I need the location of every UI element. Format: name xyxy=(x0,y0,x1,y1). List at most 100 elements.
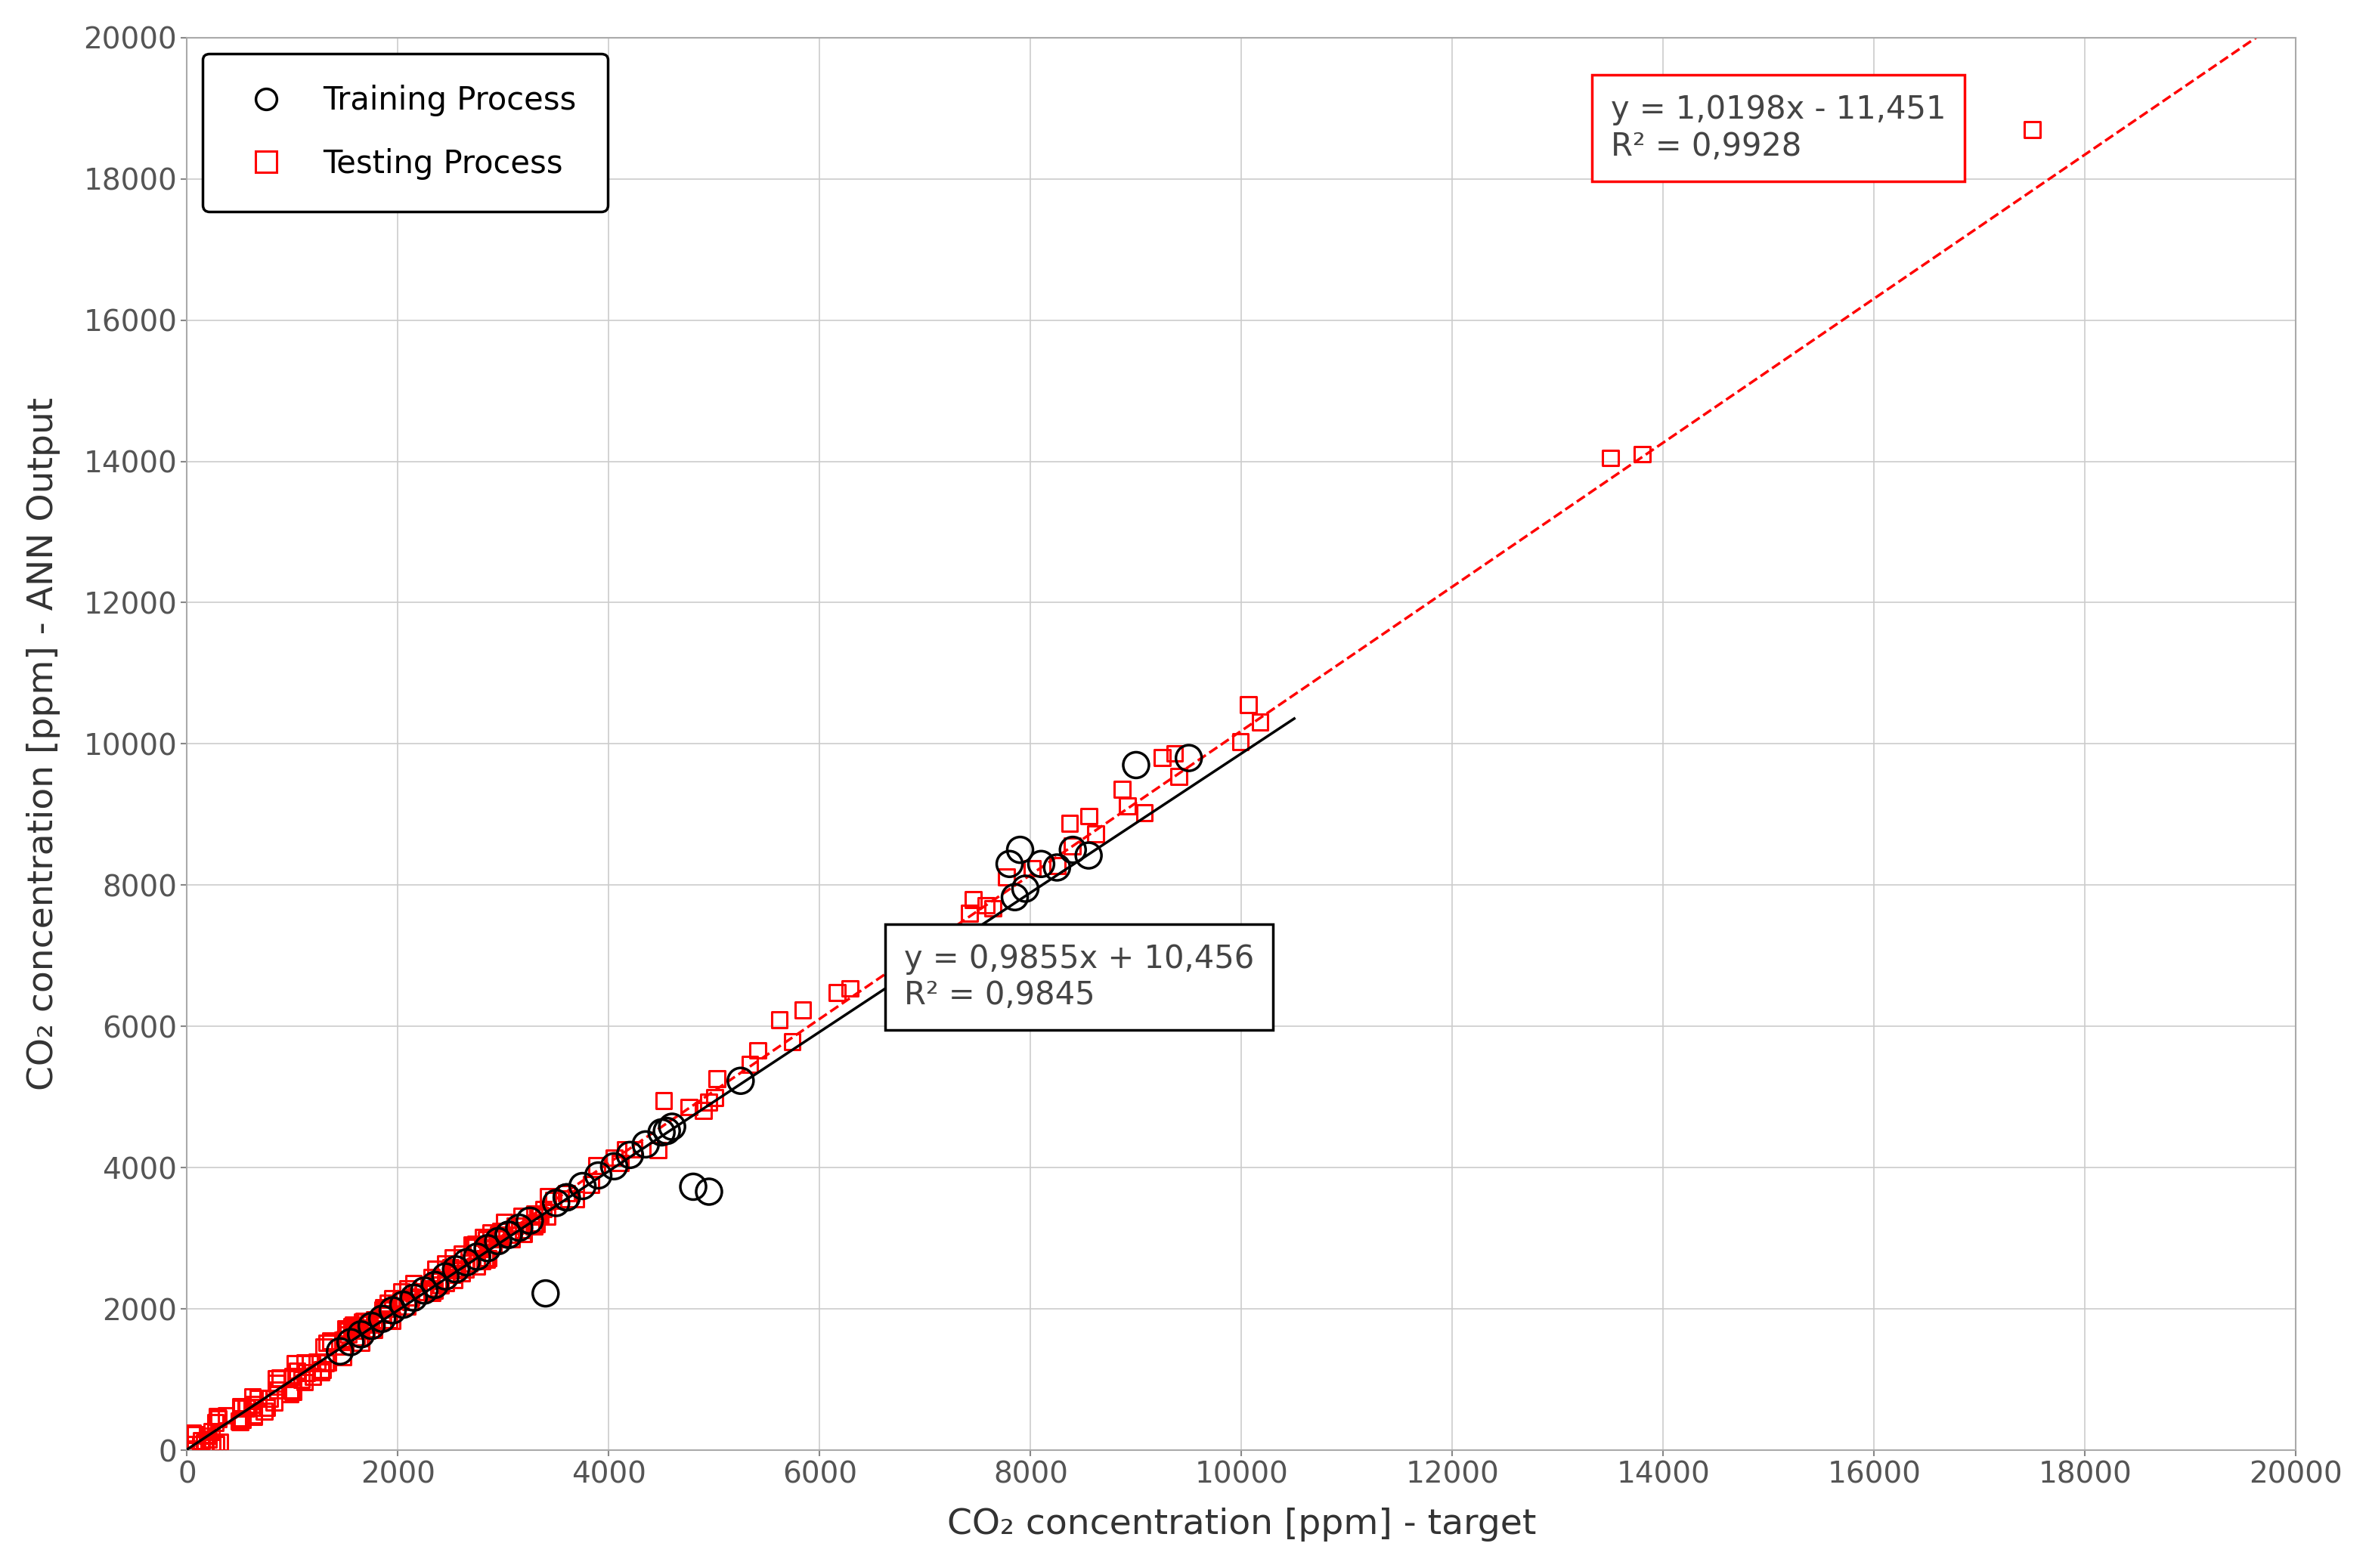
Point xyxy=(547,1181,585,1206)
Point xyxy=(450,1251,488,1276)
Point xyxy=(455,1232,493,1258)
Point xyxy=(223,1396,261,1421)
Point xyxy=(223,1406,261,1432)
Point xyxy=(578,1152,616,1178)
Point xyxy=(220,1410,258,1435)
Point xyxy=(1109,793,1147,818)
Point xyxy=(1054,837,1092,862)
Point xyxy=(1170,745,1208,770)
Point xyxy=(346,1317,384,1342)
Point xyxy=(405,1279,443,1305)
Point xyxy=(595,1154,633,1179)
Point xyxy=(251,1386,289,1411)
Point xyxy=(370,1290,407,1316)
Point xyxy=(227,1394,265,1419)
Point xyxy=(481,1225,519,1250)
Point xyxy=(1078,822,1116,847)
Point xyxy=(516,1210,554,1236)
Text: y = 0,9855x + 10,456
R² = 0,9845: y = 0,9855x + 10,456 R² = 0,9845 xyxy=(905,942,1253,1011)
Point xyxy=(464,1236,502,1261)
Point xyxy=(175,1422,213,1447)
Point xyxy=(457,1243,495,1269)
Point xyxy=(431,1254,469,1279)
Point xyxy=(1071,844,1109,869)
Point xyxy=(564,1173,602,1198)
Point xyxy=(187,1424,225,1449)
Point xyxy=(341,1325,379,1350)
Point xyxy=(967,892,1004,917)
Point xyxy=(479,1229,516,1254)
Point xyxy=(950,900,988,925)
Point xyxy=(199,1406,237,1432)
Point xyxy=(550,1187,588,1212)
Point xyxy=(182,1432,220,1457)
Point xyxy=(457,1234,495,1259)
Point xyxy=(381,1279,419,1305)
Point xyxy=(277,1358,315,1383)
Point xyxy=(723,1068,760,1093)
Point xyxy=(467,1247,505,1272)
Point xyxy=(391,1289,429,1314)
Point xyxy=(516,1201,554,1226)
Point xyxy=(365,1295,403,1320)
Point xyxy=(670,1094,708,1120)
Point xyxy=(479,1221,516,1247)
Point xyxy=(640,1138,678,1163)
Point xyxy=(495,1214,533,1239)
Point xyxy=(995,884,1033,909)
Point xyxy=(479,1226,516,1251)
Point xyxy=(616,1137,654,1162)
Point xyxy=(412,1276,450,1301)
Point xyxy=(175,1432,213,1457)
Point xyxy=(220,1408,258,1433)
Point xyxy=(675,1174,713,1200)
Point xyxy=(422,1272,460,1297)
Point xyxy=(457,1253,495,1278)
Point xyxy=(367,1295,405,1320)
Point xyxy=(832,975,869,1000)
Point xyxy=(481,1218,519,1243)
Point xyxy=(275,1380,313,1405)
Point xyxy=(877,958,914,983)
Point xyxy=(353,1317,391,1342)
Point xyxy=(1023,851,1061,877)
Point xyxy=(1054,833,1092,858)
Point xyxy=(490,1221,528,1247)
Point xyxy=(389,1276,426,1301)
Point xyxy=(270,1381,308,1406)
Point xyxy=(434,1245,471,1270)
Point xyxy=(535,1189,573,1214)
Point xyxy=(232,1396,270,1421)
Point xyxy=(436,1256,474,1281)
Point xyxy=(246,1399,284,1424)
Point xyxy=(235,1403,272,1428)
Point xyxy=(438,1258,476,1283)
Point xyxy=(201,1430,239,1455)
Point xyxy=(1222,729,1260,754)
Point xyxy=(419,1269,457,1294)
Point xyxy=(1623,442,1661,467)
Point xyxy=(287,1350,325,1375)
Point xyxy=(760,1007,798,1032)
Point xyxy=(325,1345,362,1370)
Point xyxy=(396,1270,434,1295)
Legend: Training Process, Testing Process: Training Process, Testing Process xyxy=(204,53,606,212)
Point xyxy=(519,1204,557,1229)
Point xyxy=(1125,800,1163,825)
Point xyxy=(1071,803,1109,828)
Point xyxy=(521,1203,559,1228)
Point xyxy=(417,1272,455,1297)
Point xyxy=(391,1284,429,1309)
Point xyxy=(308,1350,346,1375)
Point xyxy=(341,1317,379,1342)
Point xyxy=(990,851,1028,877)
Point xyxy=(256,1389,294,1414)
Point xyxy=(457,1232,495,1258)
Point xyxy=(426,1264,464,1289)
Point xyxy=(362,1306,400,1331)
Point xyxy=(474,1231,512,1256)
Point xyxy=(772,1029,810,1054)
Point xyxy=(1007,877,1045,902)
Point xyxy=(275,1350,313,1375)
Point xyxy=(182,1428,220,1454)
